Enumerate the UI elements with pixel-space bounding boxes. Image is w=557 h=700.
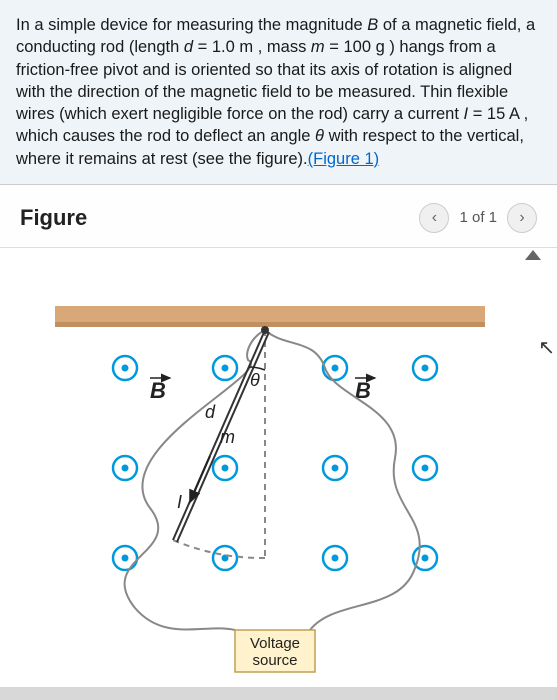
theta-label: θ (250, 370, 260, 390)
current-arrow (190, 456, 210, 502)
pager-prev-button[interactable]: ‹ (419, 203, 449, 233)
voltage-label-1: Voltage (250, 635, 300, 652)
figure-area: B B θ d m I Voltag (0, 247, 557, 687)
figure-title: Figure (20, 205, 87, 231)
pager-text: 1 of 1 (459, 209, 497, 226)
m-label: m (220, 427, 235, 447)
wire-right2 (265, 330, 420, 630)
figure-link[interactable]: (Figure 1) (308, 150, 380, 168)
svg-text:B: B (150, 378, 166, 403)
figure-header: Figure ‹ 1 of 1 › (0, 185, 557, 247)
var-m: m (311, 38, 325, 56)
var-theta: θ (315, 127, 324, 145)
voltage-label-2: source (252, 652, 297, 669)
problem-text: In a simple device for measuring the mag… (16, 16, 367, 34)
pager-next-button[interactable]: › (507, 203, 537, 233)
physics-diagram: B B θ d m I Voltag (55, 278, 485, 678)
d-label: d (205, 402, 216, 422)
var-B: B (367, 16, 378, 34)
var-d: d (184, 38, 193, 56)
collapse-icon[interactable] (525, 250, 541, 260)
problem-statement: In a simple device for measuring the mag… (0, 0, 557, 185)
figure-pager: ‹ 1 of 1 › (419, 203, 537, 233)
wire-left (125, 330, 265, 630)
B-left-label: B (150, 378, 170, 403)
I-label: I (177, 492, 182, 512)
cursor-icon: ↖ (538, 335, 555, 360)
